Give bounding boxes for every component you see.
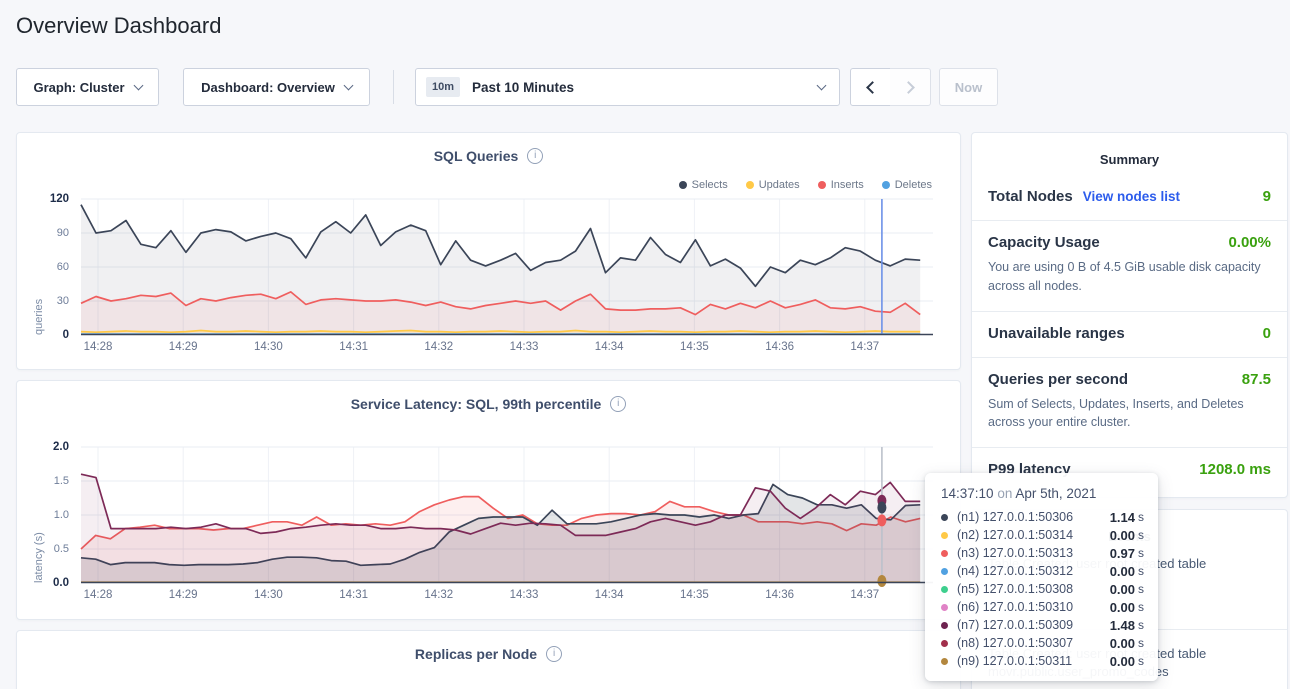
y-axis-ticks: 0.00.51.01.52.0 bbox=[31, 447, 75, 583]
chevron-left-icon bbox=[866, 81, 879, 94]
service-latency-plot bbox=[81, 447, 933, 583]
summary-row-capacity-usage: Capacity Usage 0.00% You are using 0 B o… bbox=[972, 221, 1287, 312]
service-latency-plot-area[interactable]: 0.00.51.01.52.0 14:2814:2914:3014:3114:3… bbox=[81, 447, 933, 583]
service-latency-chart-card: Service Latency: SQL, 99th percentile i … bbox=[16, 380, 961, 620]
tooltip-row-n6: (n6) 127.0.0.1:50310 0.00s bbox=[941, 598, 1144, 616]
p99-latency-value: 1208.0 ms bbox=[1199, 461, 1271, 478]
chevron-down-icon bbox=[343, 80, 353, 90]
now-button-label: Now bbox=[955, 80, 982, 95]
info-icon[interactable]: i bbox=[546, 646, 562, 662]
series-dot-icon bbox=[941, 550, 948, 557]
summary-panel: Summary Total Nodes View nodes list 9 Ca… bbox=[971, 132, 1288, 498]
unavailable-ranges-value: 0 bbox=[1263, 325, 1271, 342]
y-axis-ticks: 0306090120 bbox=[31, 199, 75, 335]
now-button[interactable]: Now bbox=[939, 68, 998, 106]
legend-item-selects[interactable]: Selects bbox=[679, 179, 728, 191]
graph-selector-dropdown[interactable]: Graph: Cluster bbox=[16, 68, 159, 106]
tooltip-row-n3: (n3) 127.0.0.1:50313 0.97s bbox=[941, 544, 1144, 562]
chevron-down-icon bbox=[133, 80, 143, 90]
series-dot-icon bbox=[818, 181, 826, 189]
total-nodes-value: 9 bbox=[1263, 188, 1271, 205]
time-range-label: Past 10 Minutes bbox=[472, 80, 574, 95]
chart-title: SQL Queries bbox=[434, 148, 519, 164]
chart-title: Replicas per Node bbox=[415, 646, 537, 662]
replicas-per-node-chart-card: Replicas per Node i bbox=[16, 630, 961, 689]
time-range-dropdown[interactable]: 10m Past 10 Minutes bbox=[415, 68, 840, 106]
summary-row-unavailable-ranges: Unavailable ranges 0 bbox=[972, 312, 1287, 358]
legend-item-inserts[interactable]: Inserts bbox=[818, 179, 864, 191]
dashboard-selector-dropdown[interactable]: Dashboard: Overview bbox=[183, 68, 370, 106]
legend-item-deletes[interactable]: Deletes bbox=[882, 179, 932, 191]
chart-hover-tooltip: 14:37:10 on Apr 5th, 2021 (n1) 127.0.0.1… bbox=[925, 473, 1158, 681]
summary-row-queries-per-second: Queries per second 87.5 Sum of Selects, … bbox=[972, 358, 1287, 449]
series-dot-icon bbox=[941, 640, 948, 647]
sql-queries-plot bbox=[81, 199, 933, 335]
page-title: Overview Dashboard bbox=[16, 13, 221, 39]
sql-queries-chart-card: SQL Queries i Selects Updates Inserts De… bbox=[16, 132, 961, 370]
tooltip-row-n1: (n1) 127.0.0.1:50306 1.14s bbox=[941, 508, 1144, 526]
capacity-usage-note: You are using 0 B of 4.5 GiB usable disk… bbox=[988, 258, 1271, 296]
chart-title: Service Latency: SQL, 99th percentile bbox=[351, 396, 602, 412]
tooltip-row-n9: (n9) 127.0.0.1:50311 0.00s bbox=[941, 652, 1144, 670]
time-forward-button[interactable] bbox=[890, 68, 931, 106]
legend-item-updates[interactable]: Updates bbox=[746, 179, 800, 191]
series-dot-icon bbox=[941, 604, 948, 611]
capacity-usage-value: 0.00% bbox=[1228, 234, 1271, 251]
series-dot-icon bbox=[941, 622, 948, 629]
series-dot-icon bbox=[941, 568, 948, 575]
sql-queries-plot-area[interactable]: 0306090120 14:2814:2914:3014:3114:3214:3… bbox=[81, 199, 933, 335]
qps-note: Sum of Selects, Updates, Inserts, and De… bbox=[988, 395, 1271, 433]
series-dot-icon bbox=[941, 586, 948, 593]
tooltip-timestamp: 14:37:10 on Apr 5th, 2021 bbox=[941, 486, 1144, 501]
tooltip-row-n5: (n5) 127.0.0.1:50308 0.00s bbox=[941, 580, 1144, 598]
series-dot-icon bbox=[882, 181, 890, 189]
series-dot-icon bbox=[941, 514, 948, 521]
summary-title: Summary bbox=[972, 133, 1287, 175]
view-nodes-list-link[interactable]: View nodes list bbox=[1083, 189, 1180, 204]
controls-divider bbox=[393, 70, 394, 104]
chevron-right-icon bbox=[902, 81, 915, 94]
dashboard-selector-label: Dashboard: Overview bbox=[201, 80, 335, 95]
tooltip-row-n4: (n4) 127.0.0.1:50312 0.00s bbox=[941, 562, 1144, 580]
chart-legend: Selects Updates Inserts Deletes bbox=[679, 179, 932, 191]
tooltip-row-n7: (n7) 127.0.0.1:50309 1.48s bbox=[941, 616, 1144, 634]
qps-value: 87.5 bbox=[1242, 371, 1271, 388]
tooltip-row-n2: (n2) 127.0.0.1:50314 0.00s bbox=[941, 526, 1144, 544]
series-dot-icon bbox=[679, 181, 687, 189]
summary-row-total-nodes: Total Nodes View nodes list 9 bbox=[972, 175, 1287, 221]
series-dot-icon bbox=[941, 658, 948, 665]
tooltip-row-n8: (n8) 127.0.0.1:50307 0.00s bbox=[941, 634, 1144, 652]
time-back-button[interactable] bbox=[850, 68, 891, 106]
info-icon[interactable]: i bbox=[610, 396, 626, 412]
graph-selector-label: Graph: Cluster bbox=[33, 80, 124, 95]
info-icon[interactable]: i bbox=[527, 148, 543, 164]
time-range-badge: 10m bbox=[426, 77, 460, 97]
series-dot-icon bbox=[941, 532, 948, 539]
chevron-down-icon bbox=[817, 80, 827, 90]
series-dot-icon bbox=[746, 181, 754, 189]
